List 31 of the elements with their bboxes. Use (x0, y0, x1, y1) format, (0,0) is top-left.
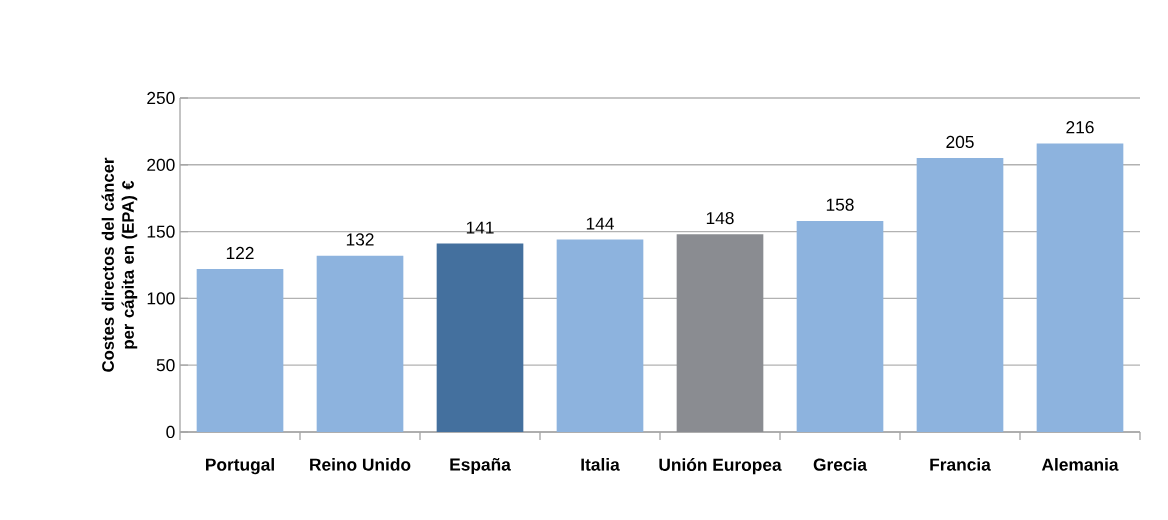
y-tick-label: 100 (147, 292, 175, 305)
bar (316, 255, 404, 432)
data-label: 141 (466, 221, 494, 234)
y-tick-label: 250 (147, 91, 175, 105)
bar (1036, 143, 1124, 432)
y-tick-label: 50 (156, 359, 175, 372)
bar (796, 220, 884, 432)
bar (676, 234, 764, 432)
x-tick-label: Alemania (1041, 458, 1119, 471)
y-tick-label: 150 (147, 225, 175, 238)
x-tick-label: Portugal (206, 458, 274, 475)
y-tick-label: 0 (166, 425, 175, 439)
bar (436, 243, 524, 432)
data-label: 132 (346, 233, 374, 246)
data-label: 158 (826, 198, 854, 211)
bar (556, 239, 644, 432)
data-label: 144 (586, 217, 614, 230)
data-label: 205 (946, 135, 974, 149)
data-label: 148 (706, 211, 734, 225)
x-tick-label: Italia (581, 458, 620, 471)
data-label: 216 (1066, 121, 1094, 134)
data-label: 122 (226, 246, 254, 259)
y-axis-title: Costes directos del cáncer per cápita en (EPA) € (101, 157, 138, 372)
x-tick-label: España (450, 458, 511, 475)
x-tick-label: Grecia (813, 458, 868, 471)
bar (916, 158, 1004, 432)
x-tick-label: Unión Europea (659, 458, 782, 475)
x-tick-label: Francia (930, 458, 991, 471)
bar (196, 268, 284, 432)
x-tick-label: Reino Unido (310, 458, 411, 471)
y-tick-label: 200 (147, 158, 175, 171)
